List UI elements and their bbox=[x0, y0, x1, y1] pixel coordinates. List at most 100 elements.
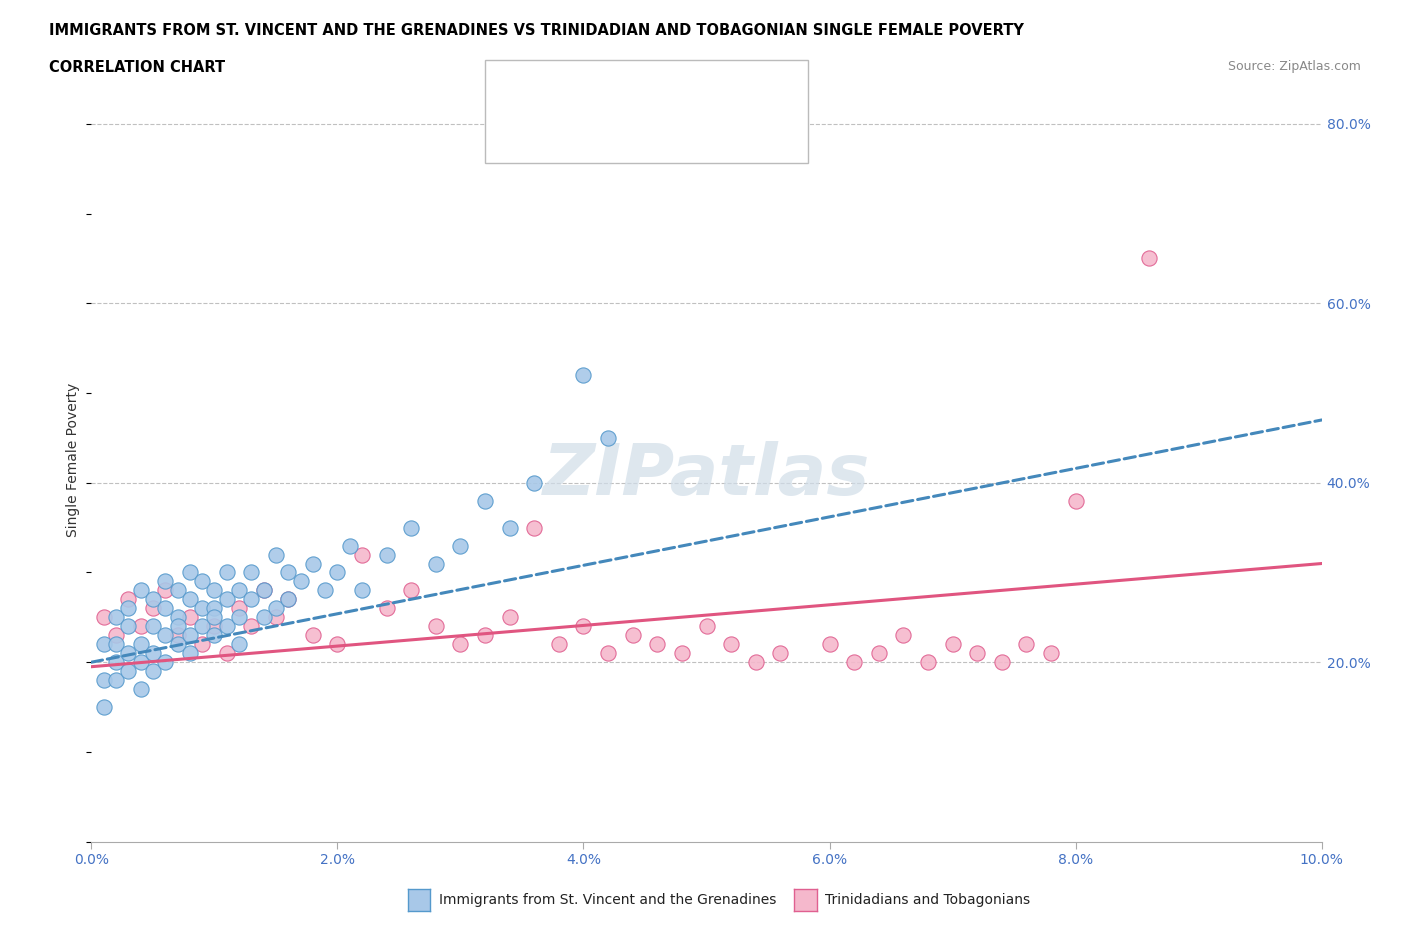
Text: CORRELATION CHART: CORRELATION CHART bbox=[49, 60, 225, 75]
Point bbox=[142, 601, 165, 616]
Point bbox=[166, 610, 188, 625]
Text: ZIPatlas: ZIPatlas bbox=[543, 441, 870, 510]
Point bbox=[277, 565, 299, 580]
Point bbox=[202, 601, 225, 616]
Point bbox=[153, 574, 177, 589]
Point bbox=[596, 431, 619, 445]
Point bbox=[1137, 251, 1160, 266]
Point bbox=[375, 601, 398, 616]
Point bbox=[105, 610, 127, 625]
Point bbox=[769, 645, 792, 660]
Text: 0.158: 0.158 bbox=[574, 79, 621, 94]
Point bbox=[523, 475, 546, 490]
Point bbox=[153, 628, 177, 643]
Point bbox=[228, 637, 250, 652]
Point bbox=[117, 592, 139, 607]
Point bbox=[425, 556, 447, 571]
Point bbox=[253, 583, 276, 598]
Point bbox=[449, 538, 471, 553]
Text: R =: R = bbox=[543, 79, 576, 94]
Point bbox=[301, 628, 323, 643]
Text: Trinidadians and Tobagonians: Trinidadians and Tobagonians bbox=[825, 893, 1031, 908]
Point bbox=[942, 637, 965, 652]
Point bbox=[179, 645, 201, 660]
Point bbox=[917, 655, 939, 670]
Point bbox=[202, 583, 225, 598]
Point bbox=[202, 618, 225, 633]
Point bbox=[449, 637, 471, 652]
Point bbox=[166, 628, 188, 643]
Point bbox=[153, 583, 177, 598]
Point bbox=[399, 520, 422, 535]
Point bbox=[142, 664, 165, 679]
Point bbox=[350, 583, 373, 598]
Point bbox=[93, 610, 115, 625]
Point bbox=[277, 592, 299, 607]
Point bbox=[290, 574, 312, 589]
Point bbox=[228, 601, 250, 616]
Point bbox=[326, 565, 349, 580]
Point bbox=[1039, 645, 1063, 660]
Point bbox=[720, 637, 742, 652]
Point bbox=[117, 664, 139, 679]
Point bbox=[166, 618, 188, 633]
Text: 48: 48 bbox=[655, 127, 676, 142]
Point bbox=[105, 672, 127, 687]
Point bbox=[215, 618, 238, 633]
Point bbox=[179, 628, 201, 643]
Point bbox=[596, 645, 619, 660]
Point bbox=[117, 645, 139, 660]
Point bbox=[425, 618, 447, 633]
Point bbox=[264, 547, 287, 562]
Text: IMMIGRANTS FROM ST. VINCENT AND THE GRENADINES VS TRINIDADIAN AND TOBAGONIAN SIN: IMMIGRANTS FROM ST. VINCENT AND THE GREN… bbox=[49, 23, 1024, 38]
Text: N =: N = bbox=[616, 79, 659, 94]
Text: 67: 67 bbox=[655, 79, 676, 94]
Point bbox=[240, 618, 263, 633]
Point bbox=[572, 618, 595, 633]
Point bbox=[129, 682, 152, 697]
Point bbox=[228, 610, 250, 625]
Point bbox=[179, 565, 201, 580]
Point bbox=[105, 655, 127, 670]
Text: Source: ZipAtlas.com: Source: ZipAtlas.com bbox=[1227, 60, 1361, 73]
Point bbox=[547, 637, 569, 652]
Point bbox=[105, 628, 127, 643]
Point bbox=[215, 645, 238, 660]
Point bbox=[202, 610, 225, 625]
Point bbox=[93, 699, 115, 714]
Point bbox=[891, 628, 914, 643]
Point bbox=[645, 637, 668, 652]
Y-axis label: Single Female Poverty: Single Female Poverty bbox=[66, 383, 80, 538]
Point bbox=[93, 637, 115, 652]
Point bbox=[1064, 493, 1087, 508]
Point bbox=[191, 601, 214, 616]
Point bbox=[142, 592, 165, 607]
Point bbox=[215, 565, 238, 580]
Point bbox=[301, 556, 323, 571]
Point bbox=[253, 583, 276, 598]
Text: Immigrants from St. Vincent and the Grenadines: Immigrants from St. Vincent and the Gren… bbox=[439, 893, 776, 908]
Point bbox=[142, 618, 165, 633]
Point bbox=[621, 628, 644, 643]
Point bbox=[129, 637, 152, 652]
Point bbox=[314, 583, 336, 598]
Point bbox=[277, 592, 299, 607]
Point bbox=[240, 565, 263, 580]
Point bbox=[202, 628, 225, 643]
Point bbox=[166, 637, 188, 652]
Text: R =: R = bbox=[543, 127, 576, 142]
Point bbox=[696, 618, 718, 633]
Point bbox=[117, 601, 139, 616]
Point bbox=[264, 601, 287, 616]
Point bbox=[191, 637, 214, 652]
Point bbox=[990, 655, 1012, 670]
Point bbox=[215, 592, 238, 607]
Point bbox=[523, 520, 546, 535]
Point bbox=[191, 574, 214, 589]
Point bbox=[117, 618, 139, 633]
Point bbox=[179, 592, 201, 607]
Point bbox=[868, 645, 890, 660]
Point bbox=[350, 547, 373, 562]
Point bbox=[142, 645, 165, 660]
Point bbox=[129, 583, 152, 598]
